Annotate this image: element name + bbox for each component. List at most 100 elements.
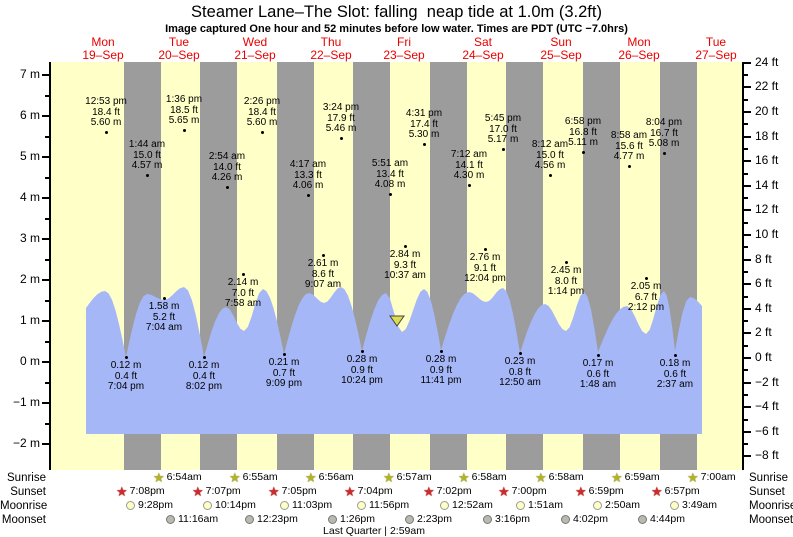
moonrise-circle-icon	[670, 500, 679, 510]
left-axis-label: 5 m	[19, 149, 40, 163]
sunrise-entry: ★ 6:54am	[153, 471, 202, 484]
left-axis-tick	[42, 156, 49, 158]
right-axis-tick	[744, 111, 751, 113]
tide-label-line: 0.28 m	[425, 354, 457, 365]
tide-label-line: 0.9 ft	[350, 364, 374, 376]
right-axis-minor-tick	[744, 393, 748, 396]
tide-point-dot	[644, 276, 648, 280]
tide-point-dot	[339, 136, 343, 140]
high-tide-label: 8:58 am 15.6 ft 4.77 m	[611, 130, 647, 163]
left-axis-minor-tick	[45, 94, 49, 97]
tide-label-line: 9:09 pm	[265, 378, 303, 389]
day-name: Fri	[397, 35, 411, 49]
left-axis-tick	[42, 279, 49, 281]
low-tide-label: 0.12 m 0.4 ft 8:02 pm	[186, 360, 222, 393]
right-axis-minor-tick	[744, 295, 748, 298]
tide-label-line: 0.7 ft	[272, 367, 296, 379]
sunset-star-icon: ★	[268, 483, 280, 499]
left-axis-tick	[42, 443, 49, 445]
moonrise-entry: 11:56pm	[357, 499, 409, 511]
sunrise-entry: ★ 6:57am	[383, 471, 432, 484]
moonrise-time: 9:28pm	[138, 499, 174, 511]
low-tide-label: 0.28 m 0.9 ft 11:41 pm	[421, 354, 462, 387]
tide-point-dot	[564, 260, 568, 264]
moonset-entry: 4:44pm	[638, 513, 685, 525]
right-axis-label: 12 ft	[755, 202, 779, 217]
tide-point-dot	[388, 192, 392, 196]
low-tide-label: 0.18 m 0.6 ft 2:37 am	[657, 358, 693, 391]
moonrise-entry: 3:49am	[670, 499, 717, 511]
right-axis-tick	[744, 86, 751, 89]
day-name: Tue	[705, 35, 727, 49]
high-tide-label: 2:54 am 14.0 ft 4.26 m	[208, 151, 246, 184]
moon-phase-note: Last Quarter | 2:59am	[323, 525, 425, 537]
tide-label-line: 18.5 ft	[170, 104, 198, 116]
tide-label-line: 2.61 m	[307, 258, 339, 269]
right-axis-minor-tick	[744, 369, 748, 372]
left-axis-minor-tick	[45, 340, 49, 343]
moonset-circle-icon	[245, 514, 254, 524]
tide-label-line: 16.7 ft	[650, 127, 678, 139]
sunrise-time: 6:56am	[318, 471, 354, 483]
low-tide-label: 0.28 m 0.9 ft 10:24 pm	[341, 354, 383, 387]
astro-row-label-right: Sunrise	[749, 472, 788, 484]
moonrise-circle-icon	[357, 500, 366, 510]
sunrise-entry: ★ 7:00am	[687, 471, 736, 484]
right-axis-tick	[744, 307, 751, 310]
moonset-circle-icon	[561, 514, 570, 524]
left-axis-minor-tick	[45, 135, 49, 138]
tide-label-line: 1:14 pm	[547, 286, 585, 297]
right-axis-tick	[744, 381, 751, 384]
tide-point-dot	[422, 142, 426, 146]
tide-label-line: 0.8 ft	[508, 366, 532, 378]
tide-point-dot	[225, 185, 229, 189]
tide-point-dot	[662, 151, 666, 155]
tide-label-line: 8.6 ft	[311, 268, 335, 280]
tide-label-line: 9.1 ft	[473, 262, 497, 274]
high-tide-label: 4:31 pm 17.4 ft 5.30 m	[406, 108, 442, 141]
sunrise-star-icon: ★	[458, 469, 470, 485]
day-name: Thu	[320, 35, 342, 49]
tide-label-line: 4.56 m	[534, 160, 566, 171]
moonset-circle-icon	[483, 514, 492, 524]
moonrise-entry: 10:14pm	[203, 499, 256, 511]
tide-label-line: 0.18 m	[659, 358, 691, 369]
sunset-star-icon: ★	[344, 483, 356, 499]
moonrise-circle-icon	[203, 500, 212, 510]
right-axis-tick	[744, 406, 751, 409]
right-axis-label: 24 ft	[755, 54, 779, 69]
low-tide-label: 1.58 m 5.2 ft 7:04 am	[146, 301, 182, 334]
tide-label-line: 16.8 ft	[569, 126, 597, 138]
right-axis-minor-tick	[744, 418, 748, 421]
tide-point-dot	[596, 353, 600, 357]
right-axis-minor-tick	[744, 221, 748, 224]
tide-point-dot	[483, 247, 487, 251]
tide-label-line: 0.6 ft	[663, 368, 687, 380]
astro-row-label-left: Moonset	[1, 514, 46, 526]
sunrise-star-icon: ★	[535, 469, 547, 485]
tide-label-line: 5.08 m	[648, 138, 680, 149]
sunset-time: 7:04pm	[357, 485, 393, 497]
moonset-entry: 2:23pm	[405, 513, 452, 525]
page-subtitle: Image captured One hour and 52 minutes b…	[165, 23, 628, 35]
astro-row-label-right: Sunset	[749, 486, 785, 498]
moonrise-entry: 12:52am	[440, 499, 493, 511]
right-axis-label: −4 ft	[755, 399, 779, 414]
right-axis-tick	[744, 357, 751, 359]
moonrise-entry: 2:50am	[593, 499, 640, 511]
tide-label-line: 0.6 ft	[586, 368, 610, 380]
right-axis-label: −6 ft	[755, 423, 779, 438]
tide-point-dot	[627, 164, 631, 168]
moonset-entry: 11:16am	[166, 513, 218, 525]
left-axis-minor-tick	[45, 217, 49, 220]
tide-point-dot	[518, 351, 522, 355]
tide-label-line: 8.0 ft	[554, 275, 578, 287]
day-date: 26–Sep	[618, 48, 660, 62]
right-axis-tick	[744, 135, 751, 138]
tide-point-dot	[501, 147, 505, 151]
sunset-entry: ★ 7:08pm	[116, 485, 165, 498]
tide-label-line: 2:54 am	[208, 151, 246, 162]
tide-point-dot	[439, 349, 443, 353]
right-axis-minor-tick	[744, 246, 748, 249]
